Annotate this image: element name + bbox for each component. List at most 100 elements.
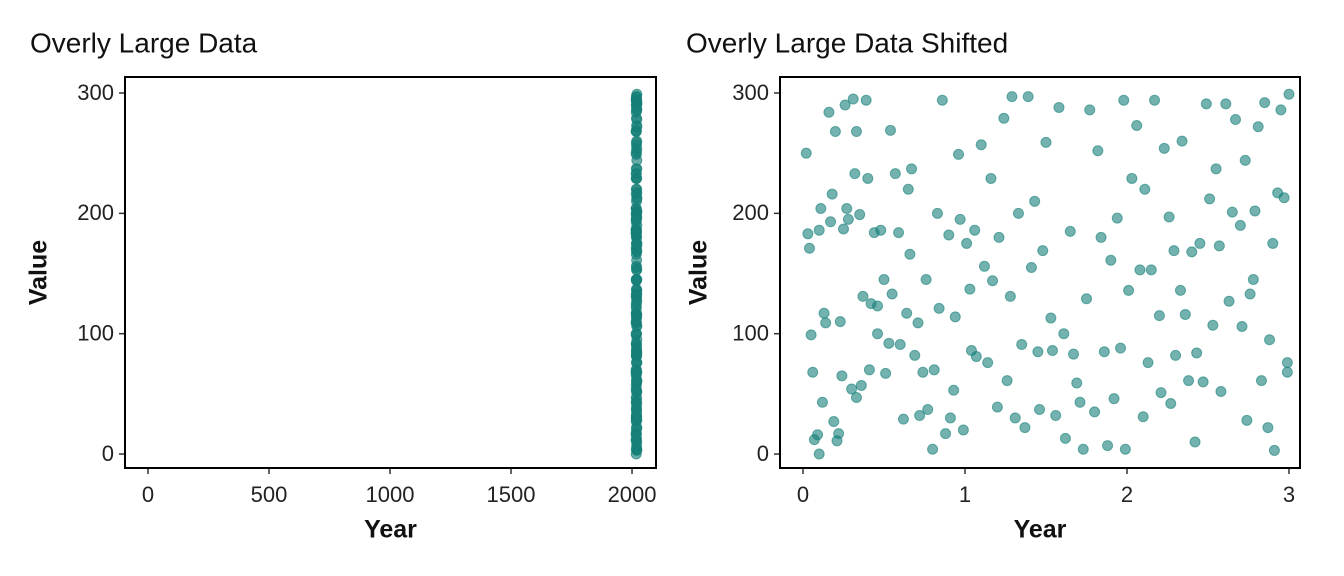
- y-tick-label: 200: [77, 200, 114, 225]
- point: [922, 404, 934, 416]
- point: [901, 307, 913, 319]
- point: [1029, 195, 1041, 207]
- point: [1022, 91, 1034, 103]
- point: [1068, 348, 1080, 360]
- point: [1176, 135, 1188, 147]
- point: [1064, 225, 1076, 237]
- chart-title: Overly Large Data Shifted: [686, 27, 1008, 58]
- point: [839, 99, 851, 111]
- point: [927, 443, 939, 455]
- point: [1200, 98, 1212, 110]
- point: [1247, 274, 1259, 286]
- point: [897, 413, 909, 425]
- point: [1077, 443, 1089, 455]
- point: [855, 379, 867, 391]
- point: [1252, 121, 1264, 133]
- point: [1234, 219, 1246, 231]
- point: [1262, 422, 1274, 434]
- point: [818, 307, 830, 319]
- point: [1244, 288, 1256, 300]
- point: [631, 357, 643, 369]
- point: [1226, 206, 1238, 218]
- point: [1191, 347, 1203, 359]
- point: [847, 93, 859, 105]
- point: [823, 106, 835, 118]
- point: [1119, 443, 1131, 455]
- point: [1126, 172, 1138, 184]
- x-tick-label: 1: [959, 482, 971, 507]
- point: [954, 213, 966, 225]
- plot-border: [779, 76, 1301, 469]
- point: [944, 412, 956, 424]
- point: [1045, 312, 1057, 324]
- point: [880, 367, 892, 379]
- point: [1189, 436, 1201, 448]
- point: [1115, 342, 1127, 354]
- point: [943, 229, 955, 241]
- point: [1105, 254, 1117, 266]
- point: [1241, 414, 1253, 426]
- x-tick-label: 2: [1121, 482, 1133, 507]
- point: [631, 172, 643, 184]
- point: [1194, 237, 1206, 249]
- point: [1220, 98, 1232, 110]
- x-tick-label: 2000: [608, 482, 657, 507]
- point: [920, 274, 932, 286]
- point: [1204, 193, 1216, 205]
- point: [931, 207, 943, 219]
- point: [1009, 412, 1021, 424]
- point: [1155, 387, 1167, 399]
- point: [631, 154, 643, 166]
- point: [1118, 94, 1130, 106]
- point: [987, 275, 999, 287]
- point: [1040, 136, 1052, 148]
- point: [631, 397, 643, 409]
- point: [1001, 375, 1013, 387]
- point: [993, 231, 1005, 243]
- point: [631, 274, 643, 286]
- x-axis-label: Year: [1014, 516, 1067, 544]
- point: [964, 283, 976, 295]
- point: [883, 337, 895, 349]
- point: [1037, 245, 1049, 257]
- x-tick-label: 500: [251, 482, 288, 507]
- point: [889, 168, 901, 180]
- point: [1186, 246, 1198, 258]
- point: [1111, 212, 1123, 224]
- point: [850, 391, 862, 403]
- point: [836, 370, 848, 382]
- point: [1139, 183, 1151, 195]
- point: [940, 428, 952, 440]
- point: [982, 357, 994, 369]
- point: [1019, 422, 1031, 434]
- point: [1267, 237, 1279, 249]
- y-axis-label: Value: [25, 240, 53, 305]
- point: [1059, 432, 1071, 444]
- point: [1131, 119, 1143, 131]
- point: [1207, 319, 1219, 331]
- point: [631, 237, 643, 249]
- point: [998, 112, 1010, 124]
- point: [978, 260, 990, 272]
- point: [878, 274, 890, 286]
- point: [825, 216, 837, 228]
- point: [1046, 345, 1058, 357]
- point: [917, 366, 929, 378]
- point: [991, 401, 1003, 413]
- point: [631, 205, 643, 217]
- point: [904, 248, 916, 260]
- x-tick-label: 3: [1283, 482, 1295, 507]
- point: [631, 444, 643, 456]
- point: [1281, 357, 1293, 369]
- point: [902, 183, 914, 195]
- point: [631, 334, 643, 346]
- point: [1283, 88, 1295, 100]
- y-axis-label: Value: [685, 240, 713, 305]
- point: [1016, 339, 1028, 351]
- plot-border: [124, 76, 657, 469]
- point: [1142, 357, 1154, 369]
- point: [829, 126, 841, 138]
- point: [1074, 396, 1086, 408]
- point: [1153, 310, 1165, 322]
- point: [914, 410, 926, 422]
